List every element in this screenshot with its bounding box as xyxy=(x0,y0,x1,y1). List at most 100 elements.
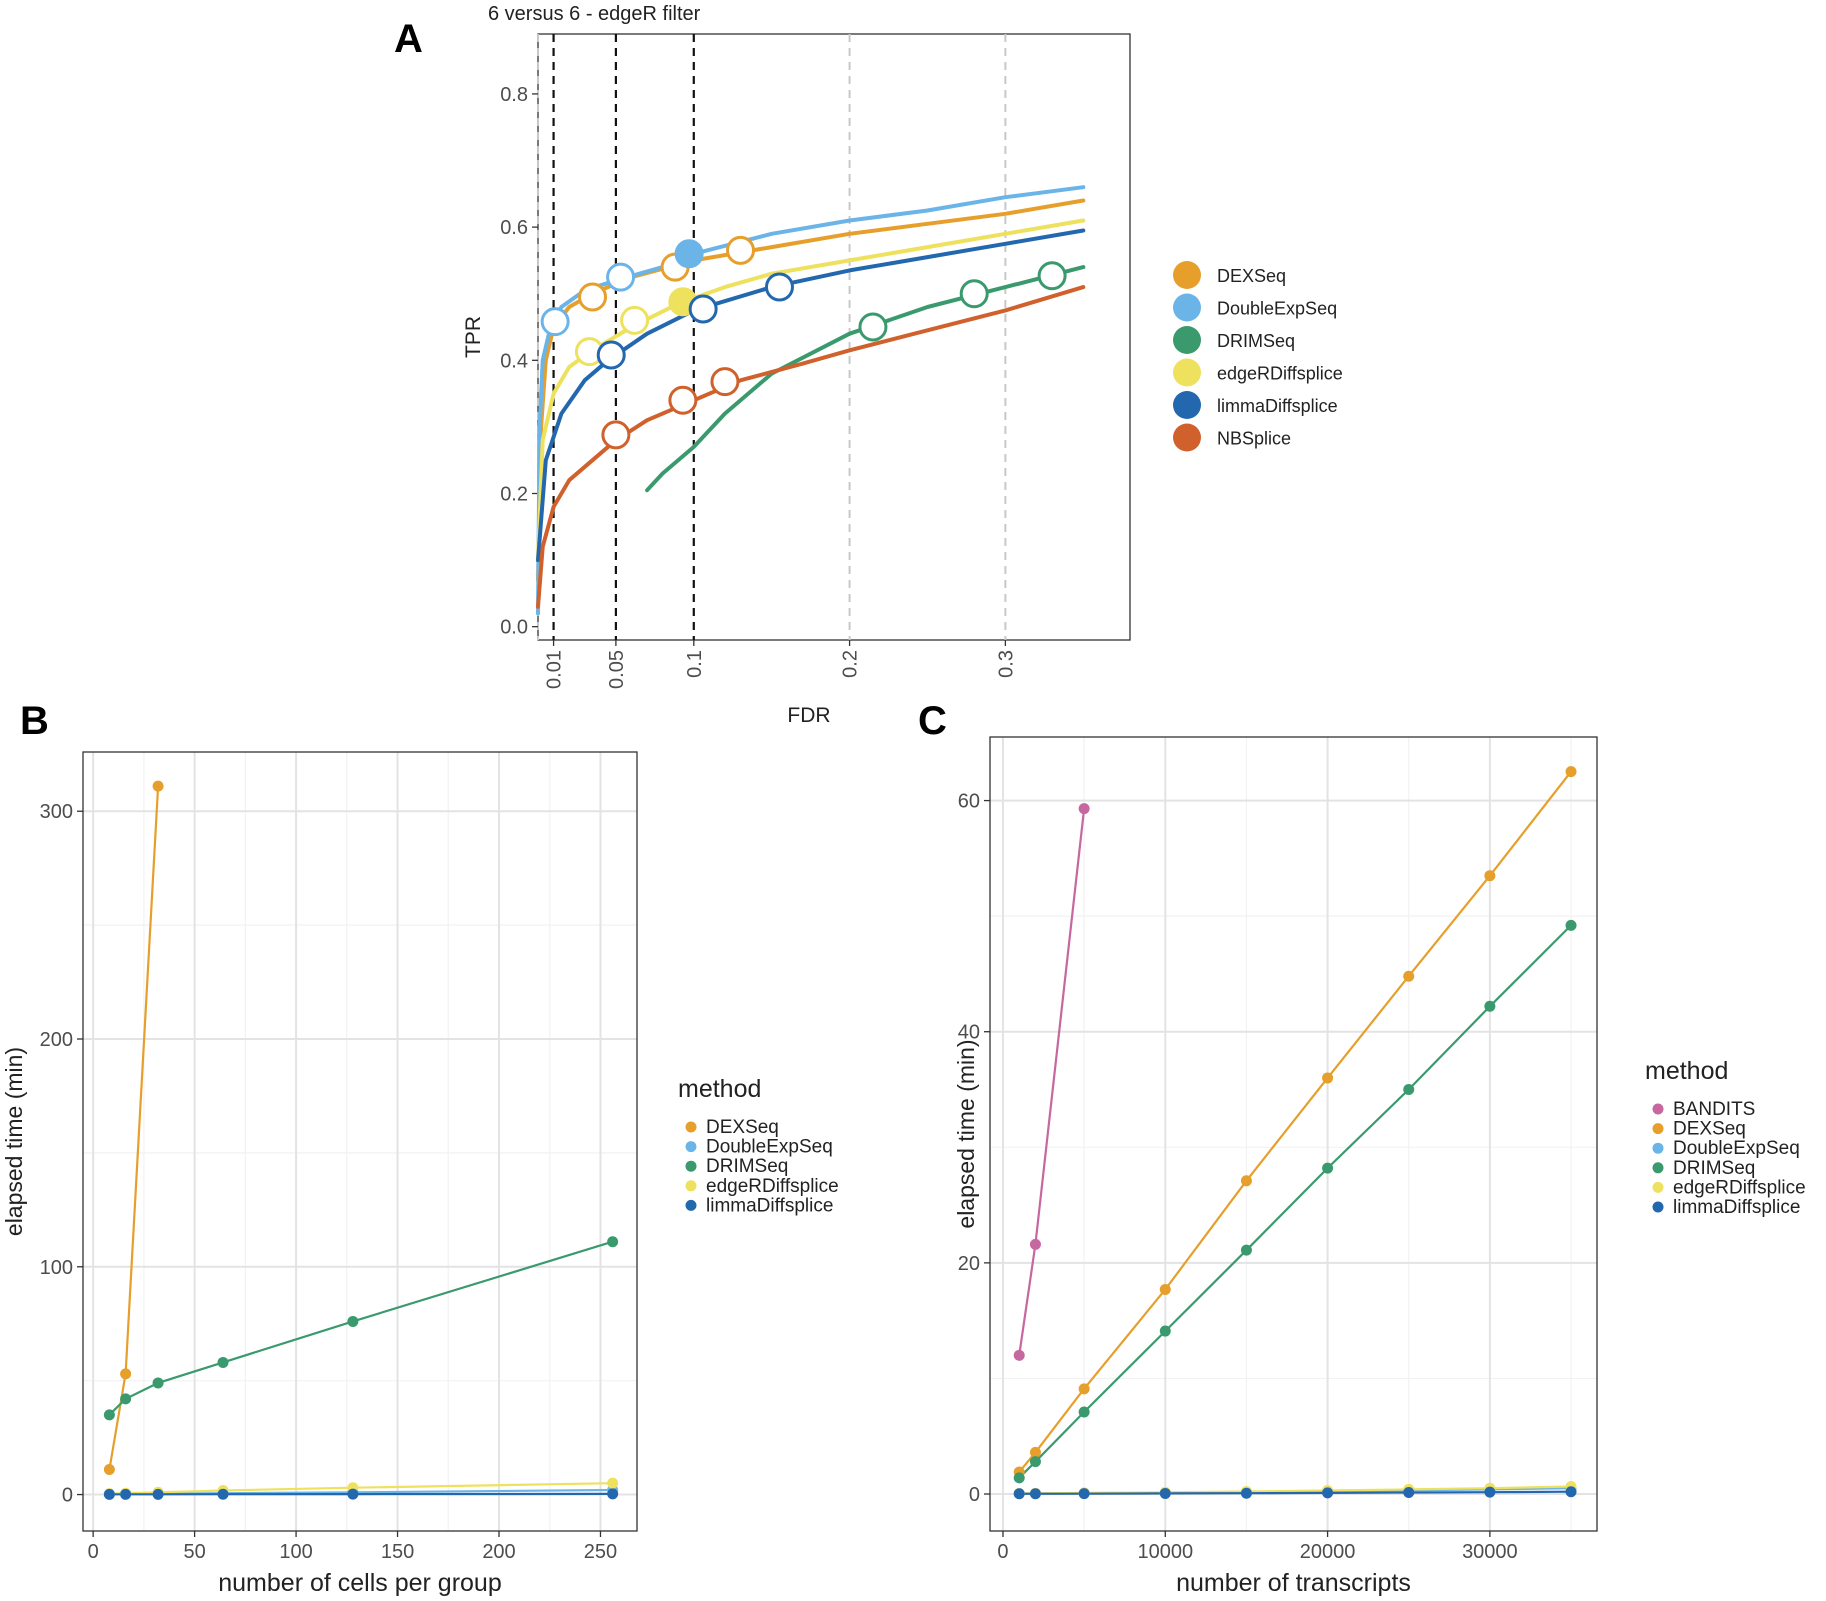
data-point-edgeRDiffsplice xyxy=(607,1477,619,1489)
legend-label-DRIMSeq: DRIMSeq xyxy=(1217,331,1295,351)
data-point-DRIMSeq xyxy=(607,1236,619,1248)
legend-label-NBSplice: NBSplice xyxy=(1217,429,1291,449)
chart-b: 0 50 100 150 200 250 0 100 200 300 number of cells… xyxy=(1,751,839,1597)
data-point-limmaDiffsplice xyxy=(1240,1487,1252,1499)
threshold-point-DEXSeq xyxy=(726,235,756,265)
x-tick-label: 200 xyxy=(482,1541,515,1563)
data-point-BANDITS xyxy=(1078,803,1090,815)
data-point-DRIMSeq xyxy=(1013,1472,1025,1484)
x-tick-label: 0.1 xyxy=(684,650,706,678)
legend-key-limmaDiffsplice xyxy=(1173,391,1201,419)
data-point-DEXSeq xyxy=(1484,870,1496,882)
panel-letter-b: B xyxy=(20,699,49,743)
data-point-DEXSeq xyxy=(1029,1446,1041,1458)
plot-border xyxy=(82,751,638,1532)
y-tick-label: 20 xyxy=(958,1253,980,1275)
series-line-NBSplice xyxy=(536,285,1086,609)
data-point-DEXSeq xyxy=(1078,1383,1090,1395)
legend-key-edgeRDiffsplice xyxy=(1652,1181,1664,1193)
y-tick-label: 0.8 xyxy=(500,84,528,106)
data-point-DRIMSeq xyxy=(120,1393,132,1405)
threshold-point-DoubleExpSeq xyxy=(540,307,570,337)
threshold-point-NBSplice xyxy=(668,385,698,415)
data-point-DEXSeq xyxy=(1322,1072,1334,1084)
x-axis-title: FDR xyxy=(787,704,830,727)
legend-key-DoubleExpSeq xyxy=(1173,293,1201,322)
data-point-limmaDiffsplice xyxy=(103,1488,115,1500)
x-axis-title: number of transcripts xyxy=(1176,1569,1411,1597)
threshold-point-edgeRDiffsplice xyxy=(620,305,650,335)
data-point-DRIMSeq xyxy=(1403,1084,1415,1096)
legend-key-DEXSeq xyxy=(1652,1123,1664,1135)
data-point-DRIMSeq xyxy=(1078,1406,1090,1418)
x-tick-label: 0 xyxy=(88,1541,99,1563)
data-point-DRIMSeq xyxy=(347,1315,359,1327)
legend-key-DRIMSeq xyxy=(1173,326,1201,354)
y-tick-label: 40 xyxy=(958,1022,980,1044)
data-point-limmaDiffsplice xyxy=(1013,1488,1025,1500)
legend-title: method xyxy=(1645,1057,1728,1085)
legend-key-limmaDiffsplice xyxy=(685,1199,697,1211)
x-tick-label: 50 xyxy=(183,1541,205,1563)
data-point-DRIMSeq xyxy=(152,1377,164,1389)
legend-key-DEXSeq xyxy=(1173,261,1201,289)
x-tick-label: 0.3 xyxy=(995,650,1017,678)
legend-key-NBSplice xyxy=(1173,423,1201,452)
data-point-DEXSeq xyxy=(103,1464,115,1475)
data-point-limmaDiffsplice xyxy=(120,1488,132,1500)
data-point-limmaDiffsplice xyxy=(1403,1487,1415,1499)
chart-title: 6 versus 6 - edgeR filter xyxy=(488,3,701,25)
y-tick-label: 60 xyxy=(958,791,980,813)
plot-panel-a xyxy=(537,33,1131,641)
panel-letter-a: A xyxy=(394,17,423,61)
legend-key-DEXSeq xyxy=(685,1121,697,1133)
legend-label-DoubleExpSeq: DoubleExpSeq xyxy=(1217,299,1337,319)
legend-label-BANDITS: BANDITS xyxy=(1673,1099,1755,1120)
legend-title: method xyxy=(678,1075,761,1103)
data-point-DEXSeq xyxy=(1565,766,1577,778)
data-point-DRIMSeq xyxy=(1159,1325,1171,1337)
threshold-point-NBSplice xyxy=(710,367,740,397)
y-tick-label: 0 xyxy=(62,1485,73,1507)
series-line-DoubleExpSeq xyxy=(536,185,1086,616)
threshold-point-DoubleExpSeq xyxy=(606,262,636,292)
data-point-BANDITS xyxy=(1013,1349,1025,1361)
y-tick-label: 200 xyxy=(40,1029,73,1051)
data-point-limmaDiffsplice xyxy=(1159,1487,1171,1499)
legend-key-DRIMSeq xyxy=(685,1160,697,1172)
legend-label-edgeRDiffsplice: edgeRDiffsplice xyxy=(1673,1177,1806,1198)
legend-label-DRIMSeq: DRIMSeq xyxy=(1673,1158,1755,1179)
threshold-point-NBSplice xyxy=(601,420,631,450)
legend-label-edgeRDiffsplice: edgeRDiffsplice xyxy=(1217,364,1343,384)
y-axis-title: elapsed time (min) xyxy=(1,1047,27,1236)
legend-label-limmaDiffsplice: limmaDiffsplice xyxy=(1217,396,1338,416)
data-point-limmaDiffsplice xyxy=(1322,1487,1334,1499)
chart-c: 0 10000 20000 30000 0 20 40 60 number of transcr… xyxy=(953,736,1806,1597)
data-point-BANDITS xyxy=(1029,1238,1041,1250)
legend-label-limmaDiffsplice: limmaDiffsplice xyxy=(706,1195,833,1216)
legend-key-limmaDiffsplice xyxy=(1652,1201,1664,1213)
threshold-point-limmaDiffsplice xyxy=(764,272,794,302)
threshold-point-DoubleExpSeq xyxy=(674,239,704,269)
legend-label-DRIMSeq: DRIMSeq xyxy=(706,1156,788,1177)
legend-label-DEXSeq: DEXSeq xyxy=(706,1117,779,1138)
y-tick-label: 0.6 xyxy=(500,217,528,239)
x-tick-label: 0.2 xyxy=(840,650,862,678)
legend-label-DEXSeq: DEXSeq xyxy=(1217,266,1286,286)
threshold-point-DEXSeq xyxy=(578,282,608,312)
legend-label-limmaDiffsplice: limmaDiffsplice xyxy=(1673,1197,1800,1218)
threshold-point-limmaDiffsplice xyxy=(596,340,626,370)
data-point-DEXSeq xyxy=(1159,1283,1171,1295)
y-tick-label: 0 xyxy=(969,1484,980,1506)
y-tick-label: 300 xyxy=(40,801,73,823)
data-point-DRIMSeq xyxy=(1484,1000,1496,1012)
legend-key-edgeRDiffsplice xyxy=(1173,358,1201,387)
plot-panel-b xyxy=(83,752,637,1531)
y-tick-label: 0.4 xyxy=(500,350,528,372)
threshold-point-DRIMSeq xyxy=(959,279,989,309)
legend-label-DEXSeq: DEXSeq xyxy=(1673,1119,1746,1140)
data-point-DEXSeq xyxy=(1240,1175,1252,1187)
data-point-DRIMSeq xyxy=(217,1356,229,1368)
x-tick-label: 30000 xyxy=(1462,1541,1518,1563)
legend-key-BANDITS xyxy=(1652,1103,1664,1115)
